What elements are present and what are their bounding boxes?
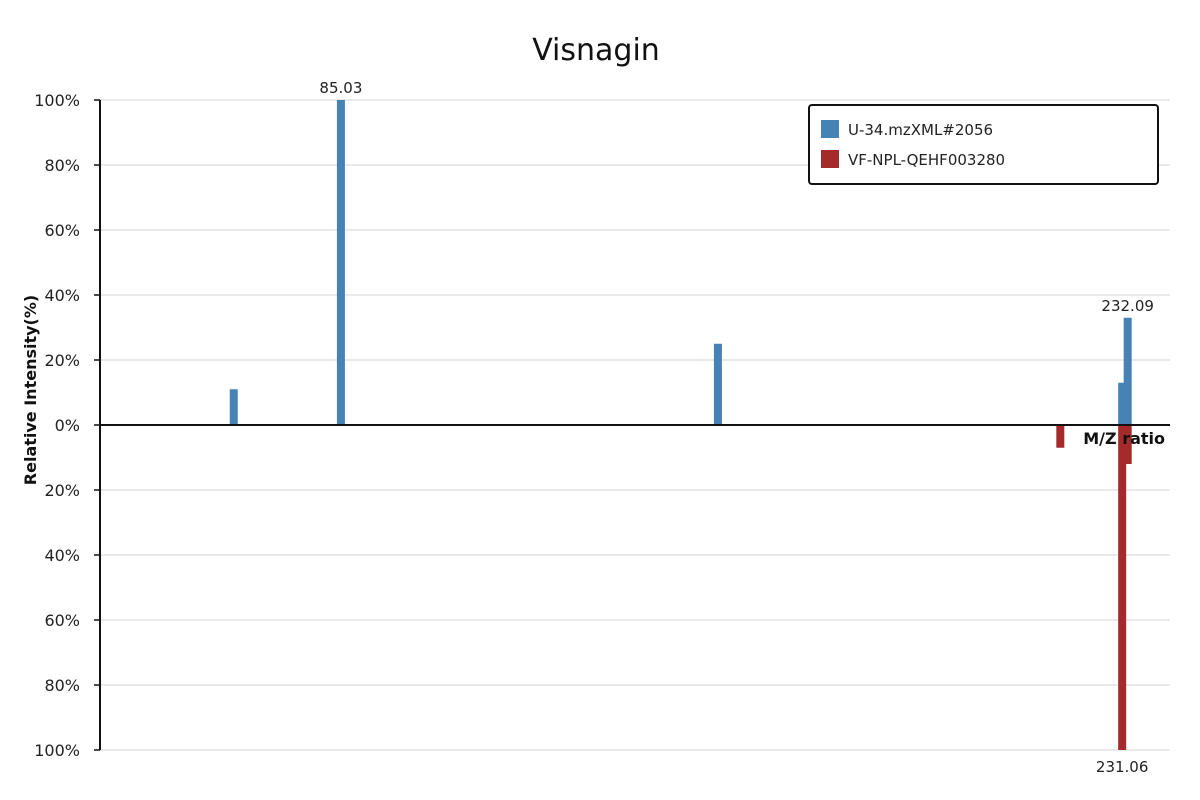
peak-label: 232.09 (1101, 297, 1154, 315)
y-tick-label: 80% (44, 676, 80, 695)
peak-labels: 85.03 232.09 231.06 (319, 79, 1153, 776)
y-axis-title: Relative Intensity(%) (21, 295, 40, 485)
y-tick-label: 40% (44, 546, 80, 565)
peak-bar (1123, 317, 1132, 425)
y-tick-label: 40% (44, 286, 80, 305)
y-tick-label: 100% (34, 741, 80, 760)
legend-box (808, 104, 1159, 185)
peak-bar (229, 389, 238, 425)
peak-bars (229, 100, 1132, 750)
y-tick-label: 80% (44, 156, 80, 175)
axes (94, 99, 1170, 751)
y-tick-labels: 100% 80% 60% 40% 20% 0% 20% 40% 60% 80% 100% (34, 91, 80, 760)
chart-title: Visnagin (532, 33, 660, 68)
peak-bar (713, 343, 722, 425)
legend-label: VF-NPL-QEHF003280 (848, 151, 1005, 169)
y-tick-label: 60% (44, 611, 80, 630)
peak-bar (1056, 425, 1065, 448)
y-tick-label: 60% (44, 221, 80, 240)
peak-label: 85.03 (319, 79, 362, 97)
peak-label: 231.06 (1096, 758, 1149, 776)
y-tick-label: 100% (34, 91, 80, 110)
legend-label: U-34.mzXML#2056 (848, 121, 993, 139)
y-tick-label: 20% (44, 481, 80, 500)
legend-swatch (821, 150, 839, 168)
peak-bar (336, 100, 345, 425)
grid-lines (100, 99, 1170, 751)
x-axis-title: M/Z ratio (1083, 429, 1165, 448)
y-tick-label: 20% (44, 351, 80, 370)
peak-bar (1118, 382, 1127, 425)
peak-bar (1118, 425, 1127, 750)
y-tick-label: 0% (55, 416, 80, 435)
peak-bar (1123, 425, 1132, 464)
legend: U-34.mzXML#2056 VF-NPL-QEHF003280 (808, 104, 1159, 185)
legend-swatch (821, 120, 839, 138)
